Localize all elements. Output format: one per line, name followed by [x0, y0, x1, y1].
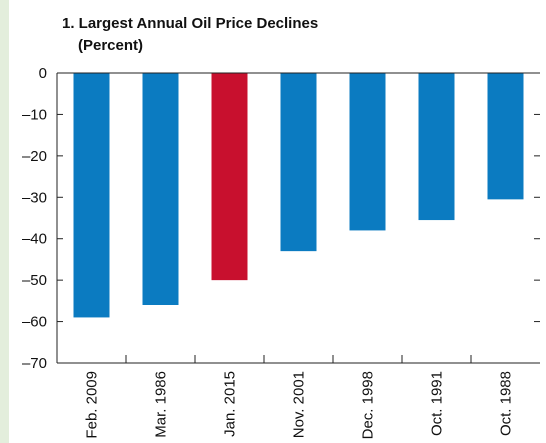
- x-tick-label: Oct. 1988: [498, 371, 515, 436]
- y-tick-label: –70: [22, 355, 47, 372]
- y-tick-label: 0: [39, 65, 47, 82]
- bar: [211, 73, 248, 281]
- x-tick-label: Feb. 2009: [84, 371, 101, 439]
- y-tick-label: –50: [22, 272, 47, 289]
- bar: [487, 73, 524, 200]
- bar: [418, 73, 455, 221]
- bar: [73, 73, 110, 318]
- bar: [280, 73, 317, 252]
- bar: [142, 73, 179, 305]
- y-tick-label: –40: [22, 231, 47, 248]
- x-tick-label: Jan. 2015: [222, 371, 239, 437]
- y-tick-label: –10: [22, 106, 47, 123]
- chart-subtitle: (Percent): [78, 37, 143, 54]
- side-strip: [0, 0, 9, 443]
- chart-title: 1. Largest Annual Oil Price Declines: [62, 15, 318, 32]
- y-tick-label: –20: [22, 148, 47, 165]
- x-tick-label: Oct. 1991: [429, 371, 446, 436]
- x-tick-label: Dec. 1998: [360, 371, 377, 439]
- x-tick-label: Mar. 1986: [153, 371, 170, 438]
- x-tick-label: Nov. 2001: [291, 371, 308, 438]
- bar: [349, 73, 386, 231]
- y-tick-label: –60: [22, 314, 47, 331]
- y-tick-label: –30: [22, 189, 47, 206]
